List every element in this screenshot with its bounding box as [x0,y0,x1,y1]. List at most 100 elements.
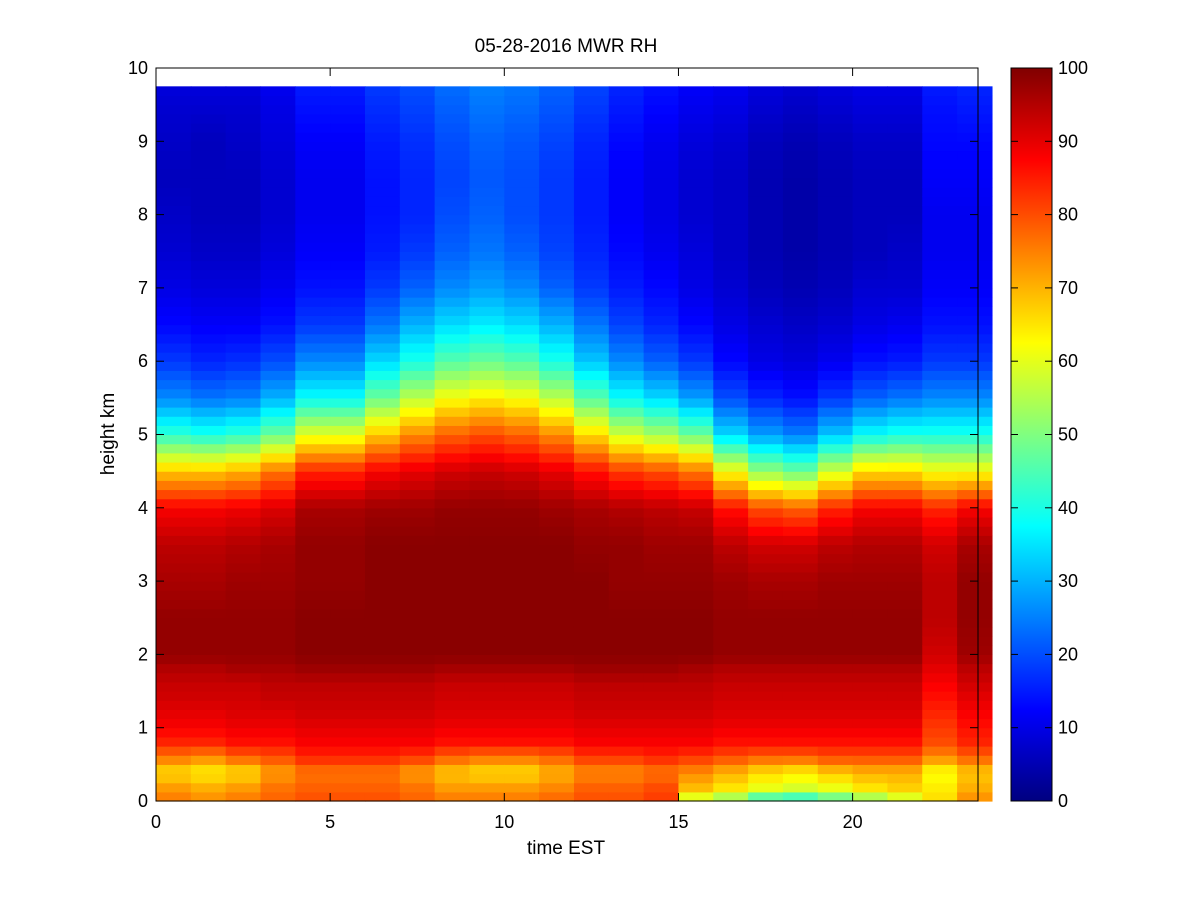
heatmap-cell [852,425,889,436]
heatmap-cell [643,645,680,655]
heatmap-cell [643,278,680,289]
heatmap-cell [748,113,784,124]
heatmap-cell [782,727,819,738]
heatmap-cell [678,388,714,399]
heatmap-cell [817,269,854,280]
heatmap-cell [434,764,471,775]
heatmap-cell [643,388,680,399]
heatmap-cell [573,461,610,472]
heatmap-cell [782,150,819,161]
heatmap-cell [852,791,889,802]
heatmap-cell [922,278,958,289]
heatmap-cell [608,773,645,784]
heatmap-cell [295,736,331,747]
heatmap-cell [922,553,958,564]
heatmap-cell [713,489,749,500]
heatmap-cell [957,388,993,399]
heatmap-cell [469,746,505,756]
heatmap-cell [434,489,471,500]
heatmap-cell [156,251,192,262]
heatmap-cell [922,242,958,252]
heatmap-cell [364,507,401,518]
heatmap-cell [260,269,296,280]
heatmap-cell [364,315,401,326]
heatmap-cell [364,736,401,747]
heatmap-cell [295,104,331,115]
heatmap-cell [573,260,610,271]
heatmap-cell [573,746,610,756]
heatmap-cell [852,516,889,527]
heatmap-cell [608,636,645,646]
heatmap-cell [539,370,575,381]
heatmap-cell [225,443,262,454]
heatmap-cell [539,342,575,353]
heatmap-cell [817,132,854,142]
heatmap-cell [748,691,784,701]
heatmap-cell [957,86,993,97]
heatmap-cell [190,700,227,710]
heatmap-cell [852,562,889,573]
heatmap-cell [957,773,993,784]
heatmap-cell [225,425,262,436]
heatmap-cell [608,571,645,582]
heatmap-cell [608,764,645,775]
heatmap-cell [190,397,227,408]
heatmap-cell [748,315,784,326]
heatmap-cell [399,397,436,408]
heatmap-cell [260,764,296,775]
heatmap-cell [295,122,331,133]
heatmap-cell [295,654,331,665]
heatmap-cell [643,324,680,335]
heatmap-cell [434,746,471,756]
heatmap-cell [922,397,958,408]
heatmap-cell [713,581,749,591]
heatmap-cell [817,452,854,463]
heatmap-cell [957,214,993,225]
heatmap-cell [295,416,331,426]
heatmap-cell [782,86,819,97]
heatmap-cell [469,581,505,591]
heatmap-cell [260,617,296,628]
heatmap-cell [539,132,575,142]
heatmap-cell [399,205,436,216]
heatmap-cell [330,434,366,445]
heatmap-cell [608,141,645,152]
heatmap-cell [260,791,296,802]
heatmap-cell [156,187,192,197]
heatmap-cell [469,636,505,646]
heatmap-cell [469,471,505,481]
y-tick-label: 0 [138,791,148,811]
heatmap-cell [504,746,540,756]
heatmap-cell [434,718,471,729]
heatmap-cell [330,516,366,527]
heatmap-cell [156,379,192,390]
heatmap-cell [678,95,714,106]
heatmap-cell [504,205,540,216]
heatmap-cell [330,407,366,417]
heatmap-cell [469,379,505,390]
heatmap-cell [295,727,331,738]
heatmap-cell [713,223,749,234]
heatmap-cell [748,278,784,289]
heatmap-cell [364,95,401,106]
heatmap-cell [678,214,714,225]
heatmap-cell [573,196,610,207]
heatmap-cell [330,691,366,701]
heatmap-cell [887,755,923,765]
heatmap-cell [678,681,714,692]
heatmap-cell [817,654,854,665]
heatmap-cell [782,223,819,234]
heatmap-cell [190,535,227,546]
heatmap-cell [748,645,784,655]
heatmap-cell [957,251,993,262]
heatmap-cell [713,416,749,426]
heatmap-cell [364,388,401,399]
heatmap-cell [817,352,854,362]
heatmap-cell [156,95,192,106]
heatmap-cell [399,407,436,417]
heatmap-cell [817,242,854,252]
heatmap-cell [573,269,610,280]
heatmap-cell [399,416,436,426]
heatmap-cell [748,443,784,454]
heatmap-cell [190,773,227,784]
